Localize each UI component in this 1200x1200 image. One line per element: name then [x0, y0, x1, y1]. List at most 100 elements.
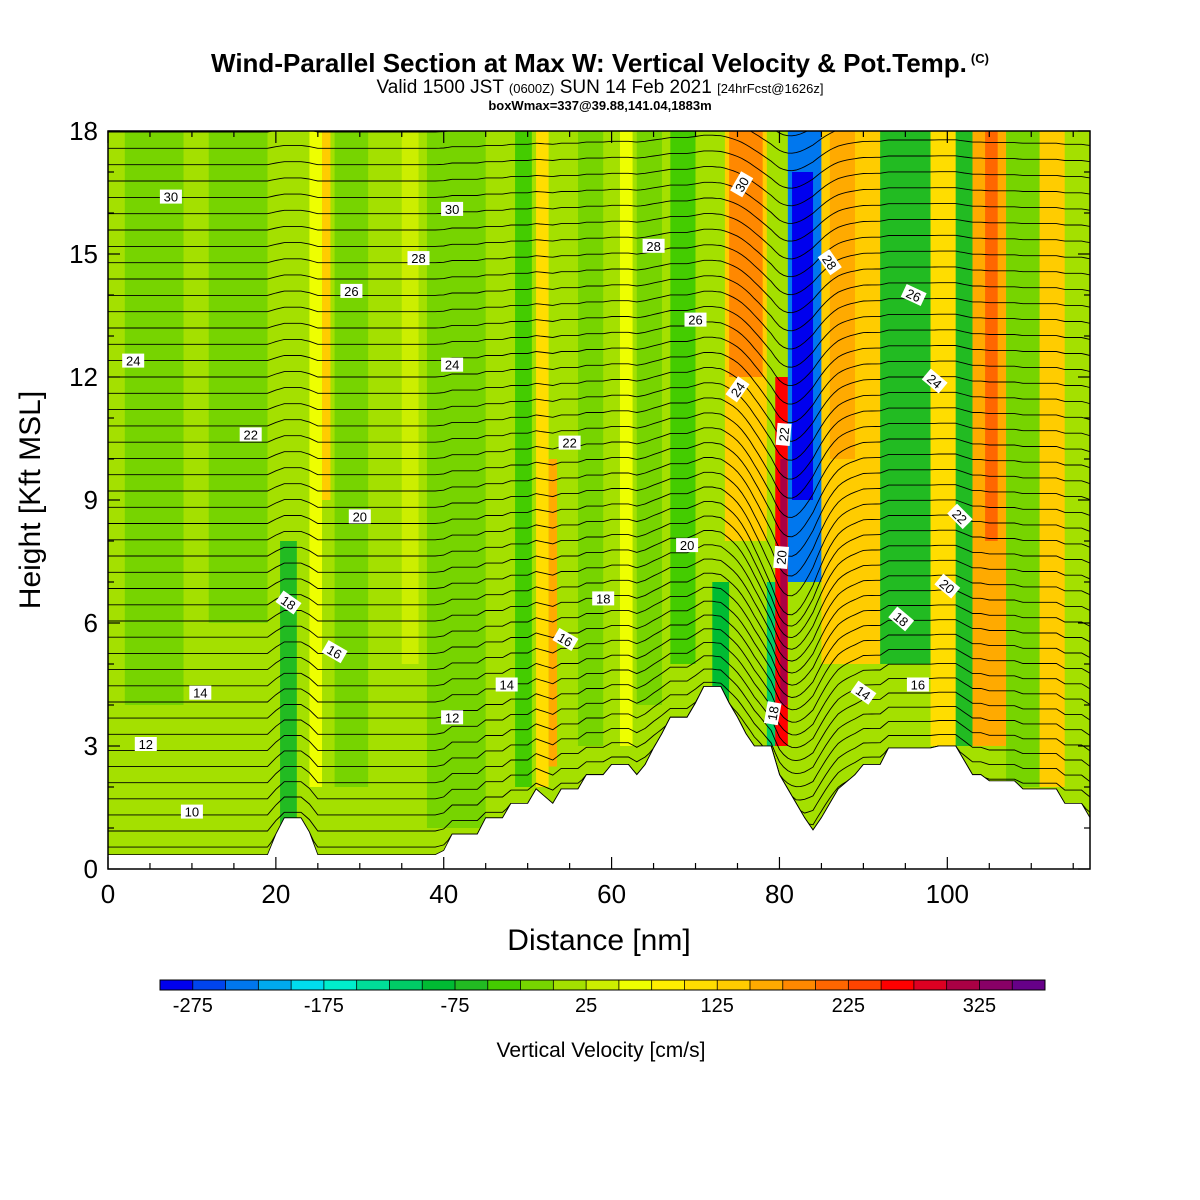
- theta-label: 16: [321, 640, 348, 664]
- theta-contour: [108, 275, 1090, 332]
- theta-label-text: 16: [911, 678, 925, 693]
- theta-label-text: 30: [732, 175, 752, 195]
- theta-label-box: [558, 435, 581, 450]
- y-tick-label: 0: [84, 854, 98, 884]
- x-tick-label: 60: [597, 879, 626, 909]
- band-updraft-53: [548, 459, 558, 767]
- theta-label: 30: [730, 171, 754, 198]
- theta-label-box: [348, 509, 371, 524]
- theta-label: 24: [725, 376, 750, 403]
- theta-contour: [108, 614, 1090, 711]
- colorbar-swatch: [160, 980, 194, 990]
- theta-label: 28: [642, 238, 665, 254]
- theta-contour: [108, 628, 1090, 723]
- band-yellow-62: [619, 131, 633, 746]
- theta-label: 16: [906, 677, 929, 693]
- theta-label-box: [900, 284, 927, 306]
- colorbar-swatch: [979, 980, 1013, 990]
- theta-contour: [108, 150, 1090, 189]
- band-up-112: [1039, 131, 1065, 787]
- theta-contour: [108, 244, 1090, 296]
- theta-label-text: 20: [773, 550, 789, 566]
- colorbar-swatch: [487, 980, 522, 990]
- band-downdraft-21: [280, 541, 297, 828]
- chart-title: Wind-Parallel Section at Max W: Vertical…: [0, 44, 1200, 78]
- band-downdraft-49: [515, 131, 532, 787]
- theta-label-box: [275, 590, 302, 615]
- band-mid-3: [636, 131, 662, 705]
- theta-contour: [108, 501, 1090, 616]
- theta-label: 22: [239, 427, 262, 442]
- theta-label-text: 28: [411, 251, 425, 266]
- band-right-1: [1006, 131, 1040, 787]
- theta-contour: [108, 134, 1090, 172]
- x-tick-label: 0: [101, 879, 115, 909]
- theta-contours: [108, 131, 1090, 848]
- theta-contour: [108, 306, 1090, 368]
- theta-label-box: [642, 238, 665, 253]
- x-tick-label: 40: [429, 879, 458, 909]
- y-tick-label: 9: [84, 485, 98, 515]
- theta-contour: [108, 228, 1090, 278]
- theta-label: 18: [888, 606, 915, 632]
- theta-label: 16: [552, 627, 579, 651]
- theta-contour: [108, 382, 1090, 461]
- colorbar-swatch: [291, 980, 325, 990]
- theta-label-box: [441, 710, 464, 725]
- theta-label: 24: [921, 368, 948, 394]
- theta-label: 20: [676, 538, 699, 553]
- colorbar: [159, 979, 1046, 991]
- band-left-1: [124, 131, 184, 705]
- x-tick-label: 100: [926, 879, 969, 909]
- theta-label: 10: [180, 804, 203, 820]
- theta-contour: [108, 442, 1090, 538]
- band-down-95: [880, 131, 931, 664]
- chart-title-text: Wind-Parallel Section at Max W: Vertical…: [211, 48, 967, 78]
- colorbar-tick-label: -75: [441, 995, 470, 1017]
- theta-label-box: [730, 171, 754, 198]
- theta-contour: [108, 213, 1090, 260]
- theta-label-box: [239, 427, 262, 442]
- theta-label: 20: [773, 545, 790, 569]
- y-tick-label: 18: [69, 116, 98, 146]
- band-updraft-26: [322, 131, 331, 500]
- theta-contour: [108, 397, 1090, 480]
- colorbar-swatch: [717, 980, 751, 990]
- theta-contour: [108, 427, 1090, 518]
- theta-label-text: 26: [904, 286, 923, 306]
- theta-contour: [108, 558, 1090, 662]
- theta-contour: [108, 668, 1090, 762]
- colorbar-swatch: [684, 980, 718, 990]
- theta-contour: [108, 486, 1090, 597]
- y-tick-label: 6: [84, 608, 98, 638]
- theta-contour: [108, 457, 1090, 557]
- theta-label-text: 28: [646, 239, 660, 254]
- theta-label: 14: [850, 680, 877, 705]
- colorbar-swatch: [455, 980, 489, 990]
- theta-label: 26: [340, 283, 363, 299]
- theta-label-text: 22: [562, 436, 576, 451]
- colorbar-swatch: [192, 980, 227, 990]
- theta-contour: [108, 471, 1090, 577]
- theta-label-text: 14: [853, 683, 873, 704]
- theta-label-text: 16: [555, 630, 575, 650]
- forecast-info: [24hrFcst@1626z]: [717, 81, 824, 96]
- colorbar-swatch: [618, 980, 653, 990]
- band-updraft-52: [536, 131, 549, 787]
- theta-label-box: [775, 422, 792, 446]
- theta-label-box: [817, 249, 842, 276]
- theta-label-box: [850, 680, 877, 705]
- theta-contour: [108, 544, 1090, 650]
- y-tick-labels: 0 3 6 9 12 15 18: [69, 116, 98, 884]
- colorbar-swatch: [323, 980, 358, 990]
- colorbar-swatch: [1012, 980, 1046, 990]
- theta-label-box: [495, 677, 518, 692]
- colorbar-swatch: [356, 980, 390, 990]
- theta-label-text: 24: [445, 358, 459, 373]
- theta-label-text: 24: [728, 379, 749, 399]
- box-wmax-info: boxWmax=337@39.88,141.04,1883m: [488, 98, 712, 113]
- theta-label: 18: [275, 590, 302, 615]
- theta-label-text: 18: [596, 591, 610, 606]
- colorbar-frame: [159, 979, 1046, 991]
